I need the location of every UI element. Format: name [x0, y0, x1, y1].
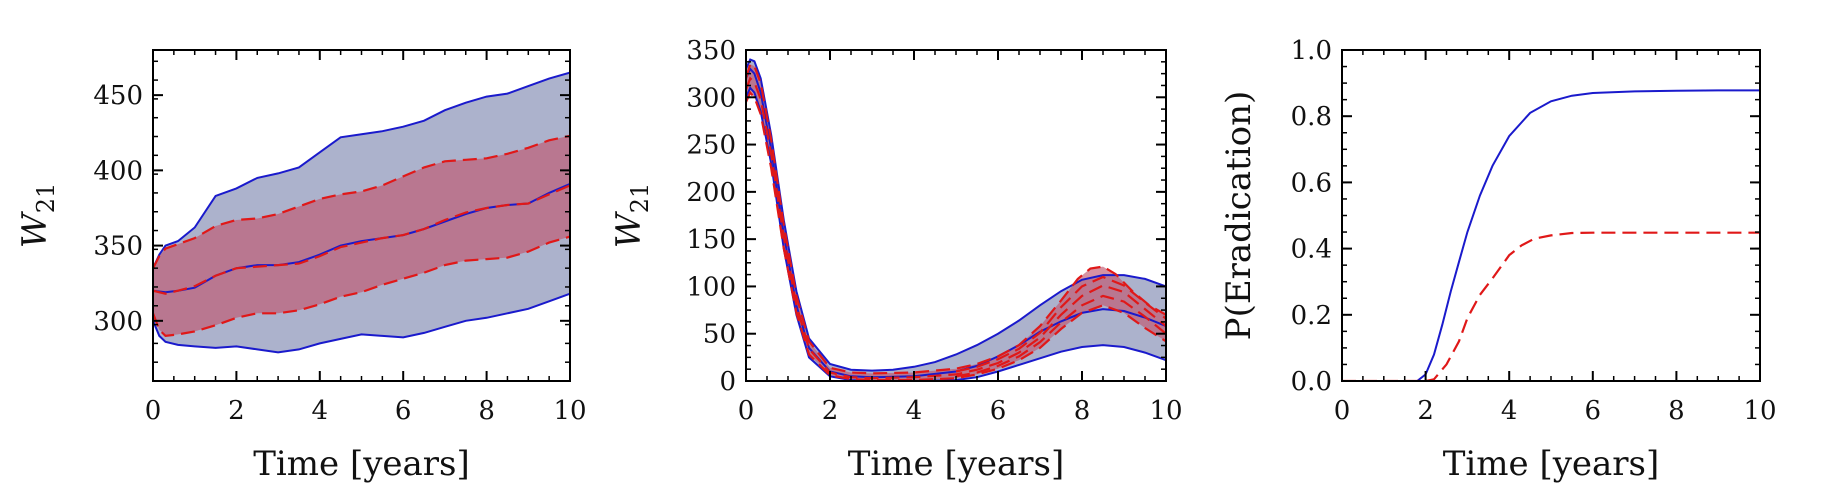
- x-tick-label: 10: [1149, 396, 1182, 426]
- y-axis-label: P(Eradication): [1219, 91, 1259, 341]
- y-tick-label: 350: [686, 36, 736, 66]
- red-lower-line: [746, 90, 1166, 381]
- y-tick-label: 0.8: [1291, 102, 1332, 132]
- chart-panel-right: 0 2 4 6 8 10 0.0 0.2 0.4 0.6 0.8 1.0 Time [years] P(E…: [1219, 36, 1777, 484]
- x-axis-label: Time [years]: [253, 444, 470, 484]
- axes-frame: [1341, 49, 1761, 382]
- y-tick-label: 0: [719, 367, 736, 397]
- red-upper-line: [746, 62, 1166, 375]
- y-tick-label: 1.0: [1291, 36, 1332, 66]
- x-tick-label: 0: [145, 396, 162, 426]
- y-tick-label: 200: [686, 178, 736, 208]
- y-tick-label: 50: [703, 320, 736, 350]
- red-mean-line: [153, 184, 570, 295]
- y-tick-label: 150: [686, 225, 736, 255]
- plot-area: [746, 58, 1166, 381]
- blue-lower-line: [153, 292, 570, 354]
- x-tick-label: 6: [1585, 396, 1602, 426]
- y-axis-label: W21: [15, 183, 60, 249]
- x-axis-label: Time [years]: [848, 444, 1065, 484]
- red-band: [153, 135, 570, 336]
- y-tick-label: 0.4: [1291, 235, 1332, 265]
- x-tick-label: 0: [738, 396, 755, 426]
- y-tick-label: 0.2: [1291, 301, 1332, 331]
- x-tick-label: 2: [228, 396, 245, 426]
- chart-panel-left: 0 2 4 6 8 10 300 350 400 450 Time [years] W21: [15, 49, 587, 484]
- x-tick-label: 6: [990, 396, 1007, 426]
- plot-area: [1342, 89, 1760, 381]
- y-tick-label: 100: [686, 272, 736, 302]
- blue-line: [1342, 89, 1760, 381]
- y-tick-label: 0.6: [1291, 168, 1332, 198]
- x-tick-label: 4: [312, 396, 329, 426]
- red-inner-upper-line: [955, 275, 1166, 373]
- y-tick-label: 300: [686, 83, 736, 113]
- x-axis-label: Time [years]: [1443, 444, 1660, 484]
- y-tick-label: 450: [93, 81, 143, 111]
- x-tick-label: 8: [1668, 396, 1685, 426]
- x-tick-label: 4: [1501, 396, 1518, 426]
- y-tick-label: 250: [686, 131, 736, 161]
- y-tick-label: 400: [93, 156, 143, 186]
- x-tick-label: 10: [553, 396, 586, 426]
- x-tick-label: 0: [1334, 396, 1351, 426]
- y-tick-label: 350: [93, 232, 143, 262]
- x-tick-label: 8: [478, 396, 495, 426]
- blue-band: [746, 59, 1166, 381]
- plot-area: [153, 71, 570, 354]
- x-tick-label: 2: [1417, 396, 1434, 426]
- x-tick-label: 6: [395, 396, 412, 426]
- x-tick-label: 2: [822, 396, 839, 426]
- y-tick-label: 0.0: [1291, 367, 1332, 397]
- red-upper-line: [153, 134, 570, 269]
- red-lower-line: [153, 235, 570, 338]
- red-inner-lower-line: [955, 294, 1166, 378]
- red-line: [1342, 231, 1760, 381]
- x-tick-label: 10: [1743, 396, 1776, 426]
- x-tick-label: 8: [1074, 396, 1091, 426]
- y-tick-label: 300: [93, 307, 143, 337]
- blue-upper-line: [153, 71, 570, 269]
- y-axis-label: W21: [609, 183, 654, 249]
- x-tick-label: 4: [906, 396, 923, 426]
